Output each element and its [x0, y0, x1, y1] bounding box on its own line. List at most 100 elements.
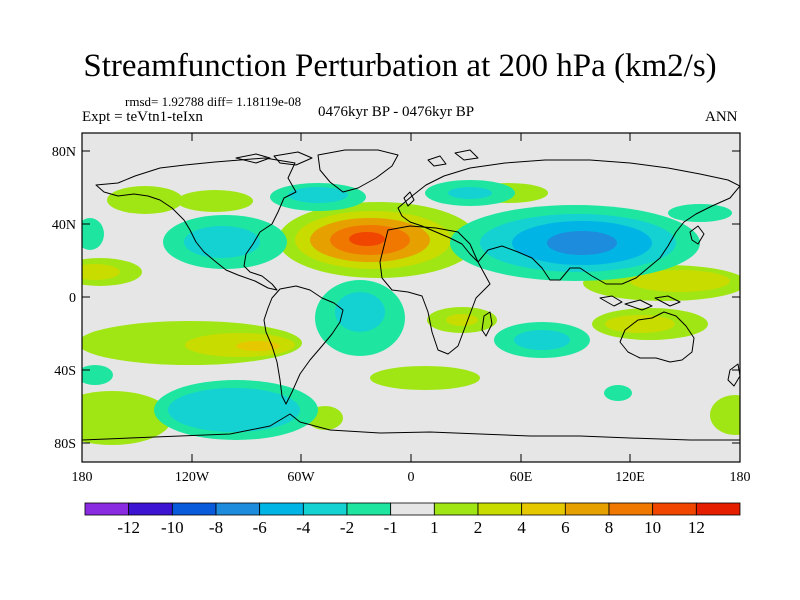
colorbar-labels: -12 -10 -8 -6 -4 -2 -1 1 2 4 6 8 10 12	[117, 518, 704, 537]
colorbar-label: -6	[253, 518, 267, 537]
coastline-greenland	[317, 149, 399, 193]
colorbar-label: 6	[561, 518, 570, 537]
coastline-europe-asia	[397, 159, 740, 285]
north-pacific-negative	[668, 204, 732, 222]
colorbar-label: -8	[209, 518, 223, 537]
colorbar-box	[477, 502, 523, 516]
lon-tick-60w: 60W	[287, 133, 315, 485]
north-america-positive	[177, 190, 253, 212]
east-asia-positive-inner	[630, 270, 730, 292]
coastlines	[82, 149, 740, 441]
coastline-new-zealand	[727, 363, 740, 387]
lon-tick-120e: 120E	[615, 133, 645, 485]
north-atlantic-negative-inner	[288, 187, 348, 203]
coastline-japan	[689, 225, 705, 245]
coastline-australia	[619, 311, 695, 363]
lon-label-120e: 120E	[615, 470, 645, 485]
season-label: ANN	[705, 109, 738, 125]
lon-label-120w: 120W	[175, 470, 210, 485]
lon-label-180-east: 180	[730, 470, 751, 485]
colorbar-box	[652, 502, 697, 516]
lat-tick-40n: 40N	[52, 218, 740, 233]
lat-label-40n: 40N	[52, 218, 76, 233]
coastline-africa	[379, 225, 491, 355]
lon-tick-60e: 60E	[510, 133, 533, 485]
colorbar-box	[259, 502, 304, 516]
colorbar-box	[608, 502, 654, 516]
colorbar-label: -12	[117, 518, 140, 537]
colorbar-box	[171, 502, 217, 516]
south-africa-positive-inner	[446, 314, 478, 326]
lat-tick-80n: 80N	[52, 145, 740, 160]
colorbar-box	[695, 502, 741, 516]
colorbar-box	[390, 502, 435, 516]
west-pacific-positive-inner	[82, 264, 120, 280]
colorbar-box	[433, 502, 479, 516]
colorbar-label: 4	[517, 518, 526, 537]
colorbar-label: 1	[430, 518, 439, 537]
south-pacific-positive-core	[236, 341, 280, 351]
lon-label-60w: 60W	[287, 470, 315, 485]
colorbar-label: -2	[340, 518, 354, 537]
lat-label-80n: 80N	[52, 145, 76, 160]
colorbar-label: 8	[605, 518, 614, 537]
colorbar-label: 10	[644, 518, 661, 537]
indonesia-positive-inner	[605, 315, 675, 333]
north-pacific-positive	[107, 186, 183, 214]
latitude-axis: 80N 40N 0 40S 80S	[52, 145, 740, 452]
southern-ocean-positive-east	[710, 395, 740, 435]
colorbar-label: -1	[384, 518, 398, 537]
lat-tick-0: 0	[69, 291, 740, 306]
colorbar: -12 -10 -8 -6 -4 -2 -1 1 2 4 6 8 10 12	[84, 502, 741, 537]
lon-tick-180w: 180	[72, 133, 93, 485]
lat-label-40s: 40S	[54, 364, 76, 379]
colorbar-box	[128, 502, 173, 516]
lon-tick-120w: 120W	[175, 133, 210, 485]
lat-label-80s: 80S	[54, 437, 76, 452]
colorbar-label: 2	[474, 518, 483, 537]
coastline-arctic-islands	[235, 149, 479, 167]
south-atlantic-positive	[370, 366, 480, 390]
lat-label-0: 0	[69, 291, 76, 306]
north-africa-positive-core	[349, 232, 385, 246]
indian-ocean-negative-inner	[514, 330, 570, 350]
stats-text: rmsd= 1.92788 diff= 1.18119e-08	[125, 94, 302, 109]
lon-label-0: 0	[408, 470, 415, 485]
plot-title: Streamfunction Perturbation at 200 hPa (…	[83, 48, 717, 84]
dateline-negative	[82, 218, 104, 250]
positive-anomalies	[82, 183, 740, 445]
lon-label-60e: 60E	[510, 470, 533, 485]
colorbar-box	[302, 502, 348, 516]
lat-tick-80s: 80S	[54, 437, 740, 452]
lon-tick-0: 0	[408, 133, 415, 485]
colorbar-label: 12	[688, 518, 705, 537]
contour-field	[82, 133, 740, 462]
lon-label-180-west: 180	[72, 470, 93, 485]
lat-tick-40s: 40S	[54, 364, 740, 379]
southern-ocean-negative-inner	[168, 388, 300, 432]
longitude-axis: 180 120W 60W 0 60E 120E 180	[72, 133, 751, 485]
colorbar-label: -4	[296, 518, 311, 537]
colorbar-box	[215, 502, 261, 516]
arctic-negative-inner	[448, 187, 492, 199]
colorbar-boxes	[84, 502, 741, 516]
coastline-indonesia	[599, 295, 681, 311]
coastline-uk	[403, 191, 415, 207]
south-indian-negative	[604, 385, 632, 401]
coastline-madagascar	[481, 311, 493, 337]
colorbar-label: -10	[161, 518, 184, 537]
colorbar-box	[346, 502, 392, 516]
southern-ocean-positive-west	[82, 391, 172, 445]
negative-anomalies	[82, 180, 732, 440]
colorbar-box	[521, 502, 566, 516]
lon-tick-180e: 180	[730, 133, 751, 485]
experiment-label: Expt = teVtn1-teIxn	[82, 109, 203, 125]
colorbar-box	[564, 502, 610, 516]
north-america-negative-inner	[184, 226, 260, 258]
coastline-south-america	[263, 285, 344, 405]
asia-negative-core	[547, 231, 617, 255]
period-label: 0476kyr BP - 0476kyr BP	[318, 104, 475, 120]
coastline-antarctica	[82, 413, 740, 441]
south-atlantic-negative-inner	[335, 292, 385, 332]
